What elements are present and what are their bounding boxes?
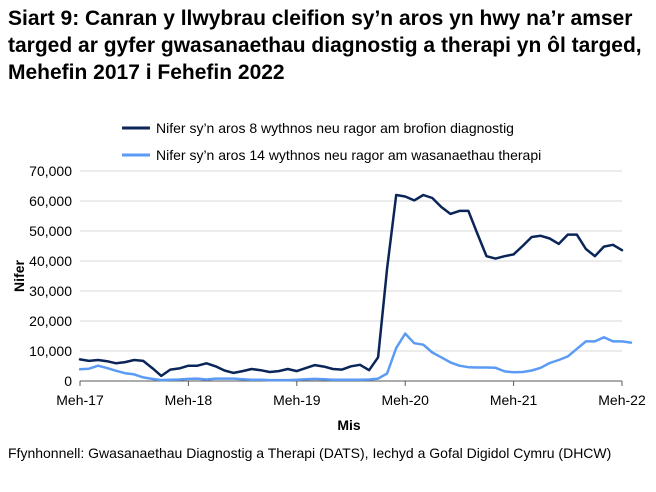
x-tick-label: Meh-18 — [165, 392, 213, 408]
y-tick-label: 20,000 — [29, 313, 72, 329]
y-tick-label: 30,000 — [29, 283, 72, 299]
y-tick-label: 40,000 — [29, 253, 72, 269]
legend-label-therapi: Nifer sy’n aros 14 wythnos neu ragor am … — [156, 147, 541, 163]
x-axis: Meh-17 Meh-18 Meh-19 Meh-20 Meh-21 Meh-22 — [56, 380, 646, 408]
y-axis-label: Nifer — [11, 260, 27, 292]
y-tick-label: 50,000 — [29, 223, 72, 239]
x-tick-label: Meh-17 — [56, 392, 104, 408]
plot-lines — [78, 193, 633, 382]
grid-lines — [80, 170, 622, 352]
x-tick-label: Meh-21 — [490, 392, 538, 408]
y-tick-label: 60,000 — [29, 193, 72, 209]
chart-title: Siart 9: Canran y llwybrau cleifion sy’n… — [8, 7, 642, 84]
x-tick-label: Meh-19 — [273, 392, 321, 408]
x-tick-label: Meh-22 — [598, 392, 646, 408]
legend: Nifer sy’n aros 8 wythnos neu ragor am b… — [122, 120, 541, 163]
y-tick-label: 10,000 — [29, 343, 72, 359]
x-tick-label: Meh-20 — [381, 392, 429, 408]
x-axis-label: Mis — [337, 417, 361, 433]
series-line-diagnostig — [78, 193, 624, 378]
y-axis: 0 10,000 20,000 30,000 40,000 50,000 60,000 70,… — [29, 163, 72, 389]
series-line-therapi — [78, 332, 633, 382]
y-tick-label: 70,000 — [29, 163, 72, 179]
legend-label-diagnostig: Nifer sy’n aros 8 wythnos neu ragor am b… — [156, 120, 514, 136]
source-note: Ffynhonnell: Gwasanaethau Diagnostig a T… — [8, 445, 612, 461]
y-tick-label: 0 — [64, 373, 72, 389]
